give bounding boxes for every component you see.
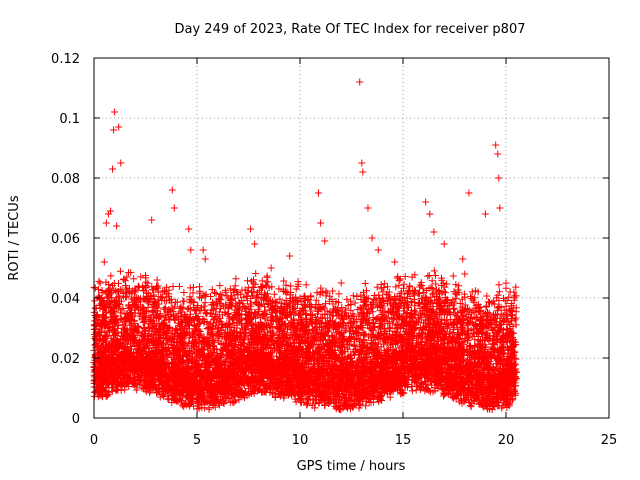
data-point <box>483 292 491 300</box>
data-point <box>373 283 381 291</box>
data-point <box>252 270 260 278</box>
data-point <box>512 321 520 329</box>
data-point <box>116 267 124 275</box>
data-point <box>91 284 99 292</box>
data-point <box>258 277 266 285</box>
data-point <box>107 272 115 280</box>
data-point <box>257 290 265 298</box>
data-point <box>430 267 438 275</box>
data-point <box>169 283 177 291</box>
data-point <box>137 273 145 281</box>
data-point <box>250 276 258 284</box>
data-point <box>431 271 439 279</box>
data-point <box>505 293 513 301</box>
data-point <box>195 283 203 291</box>
data-point <box>495 288 503 296</box>
data-point <box>362 287 370 295</box>
data-point <box>383 283 391 291</box>
data-point <box>226 285 234 293</box>
data-point <box>351 299 359 307</box>
data-point <box>512 283 520 291</box>
data-point <box>392 283 400 291</box>
data-point <box>153 276 161 284</box>
data-point <box>353 293 361 301</box>
data-point <box>443 280 451 288</box>
data-point <box>248 277 256 285</box>
chart-title: Day 249 of 2023, Rate Of TEC Index for r… <box>175 22 526 37</box>
data-point <box>343 295 351 303</box>
data-point <box>380 280 388 288</box>
data-points <box>90 78 520 414</box>
data-point <box>130 275 138 283</box>
data-point <box>419 285 427 293</box>
data-point <box>401 272 409 280</box>
